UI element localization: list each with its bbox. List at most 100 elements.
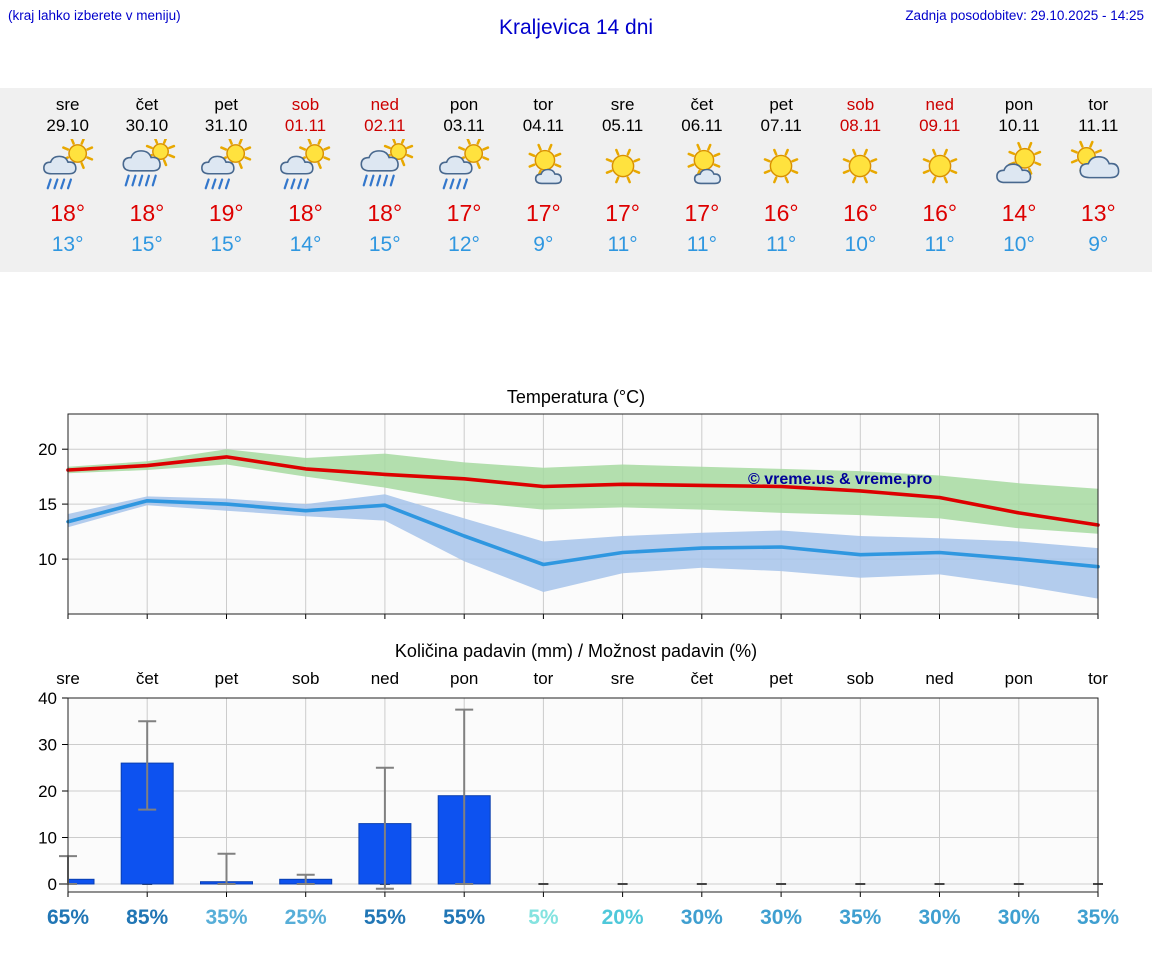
day-date: 10.11 <box>998 116 1040 135</box>
svg-text:35%: 35% <box>205 906 247 929</box>
cloud-sun-icon <box>1059 139 1138 197</box>
sun-cloud-rain-icon <box>424 137 503 197</box>
svg-text:© vreme.us & vreme.pro: © vreme.us & vreme.pro <box>748 471 933 488</box>
menu-hint-note: (kraj lahko izberete v meniju) <box>8 8 181 23</box>
temp-high: 18° <box>288 200 323 226</box>
svg-text:0: 0 <box>48 875 57 894</box>
forecast-day-10.11: pon 10.11 14° 10° <box>979 94 1058 258</box>
day-name: ned <box>370 95 399 114</box>
temp-high: 16° <box>922 200 958 226</box>
temp-low: 11° <box>686 233 717 256</box>
forecast-day-09.11: ned 09.11 16° 11° <box>900 94 979 258</box>
temperature-chart-svg: 10 15 20 © vreme.us & vreme.pro <box>38 413 1100 619</box>
svg-text:ned: ned <box>925 669 953 688</box>
day-name: pon <box>1004 95 1034 114</box>
svg-text:55%: 55% <box>364 906 406 929</box>
sun-cloud-big-icon <box>979 139 1058 197</box>
temp-high: 16° <box>843 200 878 226</box>
temp-low: 14° <box>289 233 322 256</box>
svg-text:30%: 30% <box>998 906 1040 929</box>
temp-high: 14° <box>1001 200 1037 226</box>
svg-text:20%: 20% <box>602 906 644 929</box>
day-name: pet <box>769 95 793 114</box>
cloud-rain-icon <box>107 136 186 197</box>
svg-text:35%: 35% <box>1077 906 1119 929</box>
day-date: 11.11 <box>1078 116 1119 135</box>
svg-text:pet: pet <box>769 669 793 688</box>
forecast-day-06.11: čet 06.11 17° 11° <box>662 94 741 258</box>
day-date: 30.10 <box>125 116 169 135</box>
day-name: ned <box>925 95 954 114</box>
svg-text:tor: tor <box>533 669 553 688</box>
temp-high: 19° <box>208 200 244 226</box>
svg-text:65%: 65% <box>47 906 89 929</box>
day-date: 03.11 <box>443 116 485 135</box>
sun-cloud-icon <box>504 139 583 197</box>
sun-icon <box>583 139 662 197</box>
svg-text:sre: sre <box>611 669 635 688</box>
temp-high: 17° <box>684 200 720 226</box>
svg-text:sre: sre <box>56 669 80 688</box>
day-date: 07.11 <box>760 116 802 135</box>
svg-text:30%: 30% <box>681 906 723 929</box>
day-date: 31.10 <box>204 116 248 135</box>
svg-text:85%: 85% <box>126 906 168 929</box>
svg-text:30%: 30% <box>918 906 960 929</box>
temp-low: 13° <box>51 233 84 256</box>
svg-text:30: 30 <box>38 736 57 755</box>
temp-high: 17° <box>446 200 482 226</box>
forecast-day-07.11: pet 07.11 16° 11° <box>742 94 821 258</box>
forecast-day-01.11: sob 01.11 18° 14° <box>266 94 345 258</box>
temp-low: 10° <box>1003 233 1035 256</box>
forecast-day-05.11: sre 05.11 17° 11° <box>583 94 662 258</box>
svg-text:15: 15 <box>38 495 57 514</box>
svg-text:55%: 55% <box>443 906 485 929</box>
forecast-day-08.11: sob 08.11 16° 10° <box>821 94 900 258</box>
svg-text:10: 10 <box>38 550 57 569</box>
day-date: 08.11 <box>839 116 882 135</box>
temp-low: 11° <box>766 233 797 256</box>
svg-text:20: 20 <box>38 782 57 801</box>
svg-text:pet: pet <box>215 669 239 688</box>
sun-cloud-icon <box>662 139 741 197</box>
day-name: pon <box>449 95 479 114</box>
sun-cloud-rain-icon <box>266 137 345 197</box>
day-name: sob <box>291 95 320 114</box>
svg-text:čet: čet <box>136 669 159 688</box>
forecast-day-04.11: tor 04.11 17° 9° <box>504 94 583 258</box>
day-name: tor <box>1088 95 1109 114</box>
cloud-rain-icon <box>345 136 424 197</box>
svg-text:40: 40 <box>38 689 57 708</box>
svg-text:ned: ned <box>371 669 399 688</box>
forecast-day-02.11: ned 02.11 18° 15° <box>345 94 424 258</box>
temp-high: 18° <box>367 200 403 226</box>
svg-text:5%: 5% <box>528 906 559 929</box>
day-date: 01.11 <box>284 116 327 135</box>
temp-high: 18° <box>129 200 165 226</box>
day-name: sre <box>55 95 80 114</box>
temp-high: 18° <box>50 200 86 226</box>
temp-high: 17° <box>525 200 561 226</box>
svg-text:pon: pon <box>1005 669 1033 688</box>
temp-low: 11° <box>607 233 638 256</box>
temp-high: 17° <box>605 200 640 226</box>
temp-low: 15° <box>210 233 243 256</box>
page-header: (kraj lahko izberete v meniju) Kraljevic… <box>0 0 1152 56</box>
sun-icon <box>742 139 821 197</box>
svg-text:čet: čet <box>690 669 713 688</box>
temp-low: 9° <box>1088 233 1109 256</box>
temp-low: 9° <box>533 233 554 256</box>
precipitation-chart-svg: sre čet pet sob ned pon tor sre čet pet sob ned pon t… <box>38 669 1119 929</box>
day-date: 05.11 <box>601 116 644 135</box>
temp-low: 12° <box>448 233 480 256</box>
day-date: 29.10 <box>46 116 89 135</box>
sun-cloud-rain-icon <box>28 137 107 197</box>
forecast-day-03.11: pon 03.11 17° 12° <box>424 94 503 258</box>
temp-high: 13° <box>1080 200 1116 226</box>
day-date: 06.11 <box>681 116 723 135</box>
forecast-strip: sre 29.10 18° 13° čet 30.10 18° 15° pet 31.10 19° 1… <box>0 88 1152 272</box>
svg-text:20: 20 <box>38 440 57 459</box>
temp-low: 11° <box>924 233 955 256</box>
sun-icon <box>900 139 979 197</box>
